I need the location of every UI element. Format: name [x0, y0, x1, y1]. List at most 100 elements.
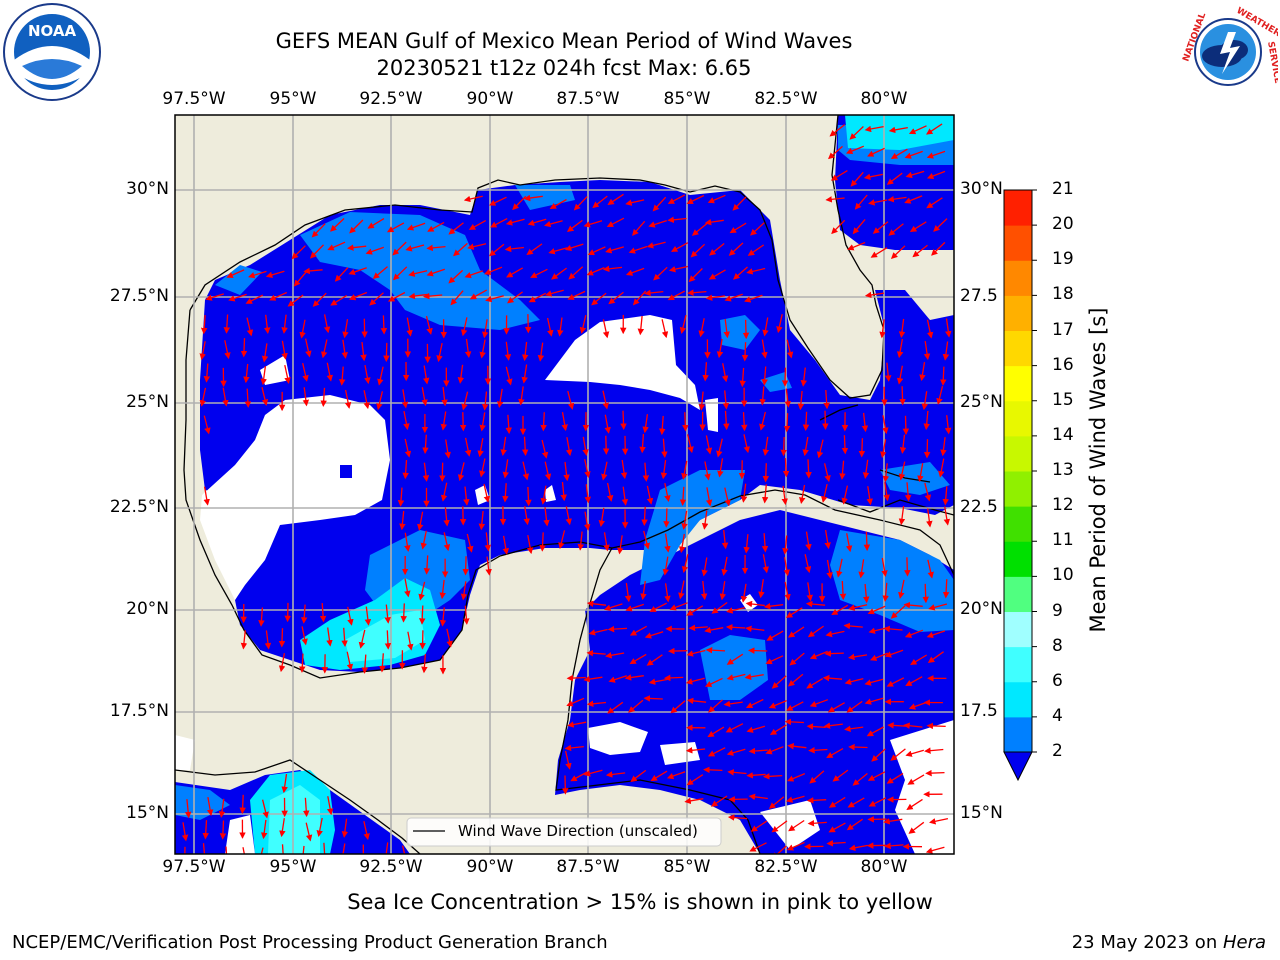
lon-label-top: 87.5°W	[556, 89, 620, 109]
wave-arrow	[240, 630, 248, 650]
wave-arrow	[404, 438, 412, 458]
wave-arrow	[380, 315, 388, 335]
wave-arrow	[605, 246, 624, 254]
wave-arrow	[681, 554, 689, 573]
wave-arrow	[732, 196, 747, 211]
wave-arrow	[806, 582, 813, 602]
wave-arrow	[269, 291, 288, 301]
wave-arrow	[921, 391, 928, 411]
wave-arrow	[316, 817, 323, 837]
lat-label-left: 27.5°N	[109, 286, 169, 306]
wave-arrow	[899, 386, 906, 406]
wave-arrow	[302, 845, 305, 854]
wave-arrow	[922, 583, 929, 604]
wave-arrow	[748, 793, 768, 801]
wave-arrow	[763, 773, 783, 780]
wave-arrow	[222, 387, 229, 407]
wave-arrow	[945, 318, 952, 338]
wave-arrow	[785, 607, 803, 618]
wave-arrow	[400, 603, 407, 623]
wave-arrow	[426, 244, 446, 252]
wave-arrow	[349, 219, 364, 234]
wave-arrow	[852, 218, 866, 235]
wave-arrow	[361, 654, 369, 674]
wave-arrow	[923, 341, 931, 361]
wave-arrow	[463, 195, 483, 203]
wave-arrow	[464, 270, 484, 279]
wave-arrow	[908, 821, 925, 834]
wave-arrow	[649, 602, 667, 612]
wave-arrow	[768, 699, 787, 709]
noaa-logo-text: NOAA	[28, 22, 77, 40]
wave-arrow	[786, 841, 805, 851]
wave-arrow	[843, 622, 863, 630]
wave-arrow	[386, 222, 405, 233]
wave-arrow	[305, 822, 313, 842]
wave-arrow	[781, 485, 788, 506]
wave-arrow	[323, 842, 326, 854]
wave-arrow	[539, 532, 546, 552]
wave-arrow	[392, 241, 407, 256]
wave-arrow	[632, 290, 647, 306]
wave-arrow	[248, 270, 267, 279]
wave-arrow	[577, 531, 584, 551]
wave-arrow	[625, 603, 645, 612]
wave-arrow	[630, 769, 647, 782]
wave-arrow	[936, 385, 944, 405]
wave-arrow	[868, 199, 888, 206]
wave-arrow	[224, 340, 231, 360]
lat-label-right: 27.5	[960, 286, 998, 306]
wave-arrow	[584, 459, 591, 479]
wave-arrow	[704, 626, 724, 634]
wave-arrow	[602, 435, 610, 455]
wave-arrow	[421, 387, 428, 407]
noaa-logo: NOAA	[2, 2, 102, 102]
wave-arrow	[882, 463, 890, 483]
wave-arrow	[749, 842, 767, 852]
wave-arrow	[504, 341, 512, 361]
wave-arrow	[864, 125, 884, 133]
wave-arrow	[866, 726, 884, 737]
wave-arrow	[448, 269, 464, 284]
wave-arrow	[392, 266, 408, 281]
wave-arrow	[551, 267, 567, 280]
wave-arrow	[287, 294, 304, 307]
wave-arrow	[338, 366, 346, 386]
wave-arrow	[320, 339, 328, 359]
colorbar-tick-label: 20	[1052, 214, 1074, 235]
wave-arrow	[927, 559, 934, 579]
wave-arrow	[261, 799, 269, 819]
wave-arrow	[457, 462, 465, 482]
lon-label-top: 90°W	[466, 89, 514, 109]
wave-arrow	[927, 651, 944, 663]
wave-arrow	[924, 482, 932, 502]
wave-arrow	[244, 388, 252, 408]
wave-arrow	[836, 558, 843, 578]
wave-arrow	[824, 529, 831, 550]
wave-arrow	[606, 217, 625, 227]
wave-arrow	[607, 625, 628, 633]
wave-arrow	[602, 319, 610, 339]
wave-arrow	[782, 535, 789, 555]
wave-arrow	[829, 124, 846, 137]
wave-arrow	[822, 674, 843, 682]
wave-arrow	[566, 697, 585, 707]
wave-arrow	[848, 604, 868, 611]
colorbar-under-extension	[1003, 751, 1033, 782]
wave-arrow	[347, 244, 367, 251]
wave-arrow	[605, 771, 626, 778]
wave-arrow	[746, 725, 766, 733]
wave-arrow	[565, 506, 572, 526]
wave-arrow	[845, 533, 853, 553]
wave-arrow	[726, 653, 744, 665]
wave-arrow	[787, 743, 807, 750]
wave-arrow	[203, 486, 210, 506]
wave-arrow	[583, 769, 603, 777]
wave-arrow	[311, 223, 326, 238]
wave-arrow	[931, 241, 946, 256]
wave-arrow	[700, 580, 708, 601]
colorbar-segment	[1004, 190, 1032, 226]
wave-arrow	[427, 221, 445, 232]
wave-arrow	[540, 485, 547, 505]
wave-arrow	[628, 699, 644, 713]
